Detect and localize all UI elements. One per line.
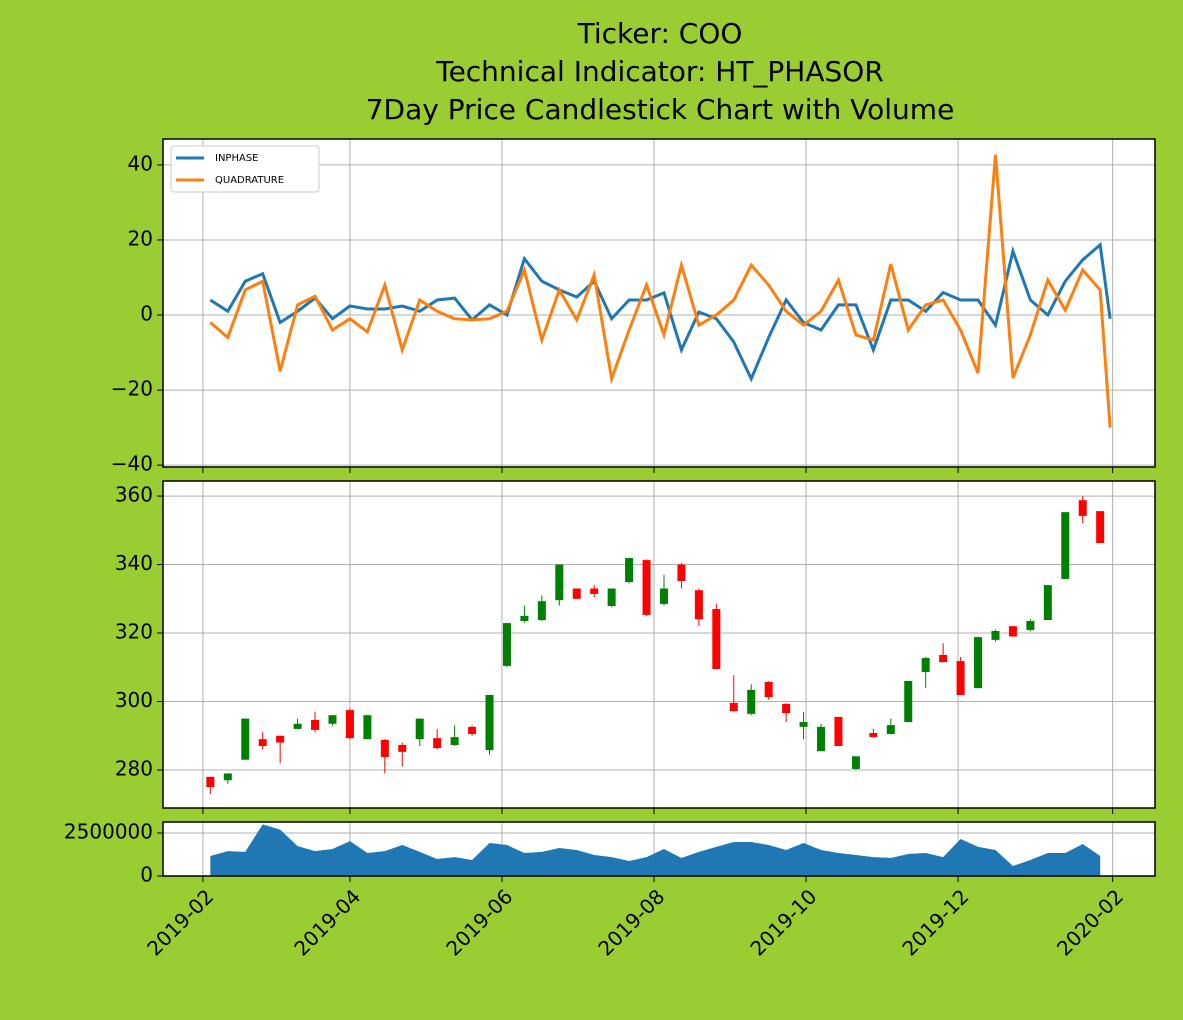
title-line: Ticker: COO — [577, 17, 743, 50]
y-tick-label: 280 — [115, 756, 153, 780]
candle-body — [1026, 621, 1035, 630]
candle-body — [433, 738, 442, 749]
y-tick-label: 320 — [115, 620, 153, 644]
candle-body — [555, 564, 564, 601]
candle-body — [677, 564, 686, 581]
y-tick-label: 2500000 — [64, 820, 153, 844]
candle-body — [363, 715, 372, 740]
candle-body — [799, 722, 808, 727]
candle-body — [956, 661, 965, 696]
plot-frame — [162, 138, 1156, 468]
candle-body — [869, 733, 878, 738]
candle-body — [729, 702, 738, 712]
y-tick-label: −40 — [111, 452, 153, 476]
candle-body — [241, 718, 250, 760]
candle-body — [380, 739, 389, 757]
candle-body — [415, 718, 424, 740]
candle-body — [904, 680, 913, 723]
legend-box — [170, 145, 320, 193]
candle-body — [345, 710, 354, 739]
candle-body — [537, 601, 546, 621]
plot-frame — [162, 480, 1156, 809]
candle-body — [851, 756, 860, 769]
y-tick-label: 40 — [128, 151, 153, 175]
y-tick-label: 0 — [140, 863, 153, 887]
candle-body — [1008, 626, 1017, 637]
candle-body — [782, 703, 791, 714]
candle-body — [590, 588, 599, 594]
plot-frame — [162, 821, 1156, 877]
candle-body — [258, 739, 267, 747]
volume-area — [210, 824, 1101, 876]
candle-body — [625, 558, 634, 583]
candle-body — [223, 773, 232, 781]
candle-body — [572, 588, 581, 599]
candle-body — [747, 689, 756, 714]
line-series — [209, 241, 1112, 383]
candle-body — [1078, 500, 1087, 516]
candle-body — [712, 609, 721, 669]
y-tick-label: 300 — [115, 688, 153, 712]
candle-body — [834, 716, 843, 747]
candle-body — [206, 776, 215, 788]
y-tick-label: −20 — [111, 377, 153, 401]
candle-body — [607, 588, 616, 606]
candle-body — [502, 623, 511, 666]
legend-label: QUADRATURE — [215, 175, 284, 186]
candle-body — [886, 725, 895, 735]
candle-body — [764, 681, 773, 698]
candle-body — [974, 637, 983, 689]
candle-body — [1096, 511, 1105, 543]
candle-body — [311, 720, 320, 730]
candle-body — [293, 723, 302, 729]
candle-body — [817, 726, 826, 752]
candle-body — [485, 695, 494, 751]
line-series — [209, 154, 1112, 428]
candle-body — [468, 726, 477, 735]
candle-body — [276, 735, 285, 743]
legend-label: INPHASE — [215, 153, 259, 164]
candle-body — [642, 560, 651, 615]
candle-body — [450, 737, 459, 745]
title-line: Technical Indicator: HT_PHASOR — [435, 55, 884, 88]
y-tick-label: 340 — [115, 551, 153, 575]
candle-body — [991, 630, 1000, 640]
plot-area — [163, 139, 1155, 467]
candle-body — [659, 588, 668, 604]
candle-body — [939, 654, 948, 663]
candle-body — [921, 658, 930, 673]
plot-area — [163, 481, 1155, 808]
candle-body — [520, 615, 529, 622]
legend: INPHASE QUADRATURE — [170, 145, 320, 193]
candle-body — [694, 590, 703, 620]
title-line: 7Day Price Candlestick Chart with Volume — [366, 93, 955, 126]
y-tick-label: 0 — [140, 302, 153, 326]
candle-body — [1061, 512, 1070, 579]
y-tick-label: 360 — [115, 483, 153, 507]
y-tick-label: 20 — [128, 226, 153, 250]
candle-body — [398, 744, 407, 752]
candle-body — [328, 715, 337, 724]
candle-body — [1043, 585, 1052, 621]
